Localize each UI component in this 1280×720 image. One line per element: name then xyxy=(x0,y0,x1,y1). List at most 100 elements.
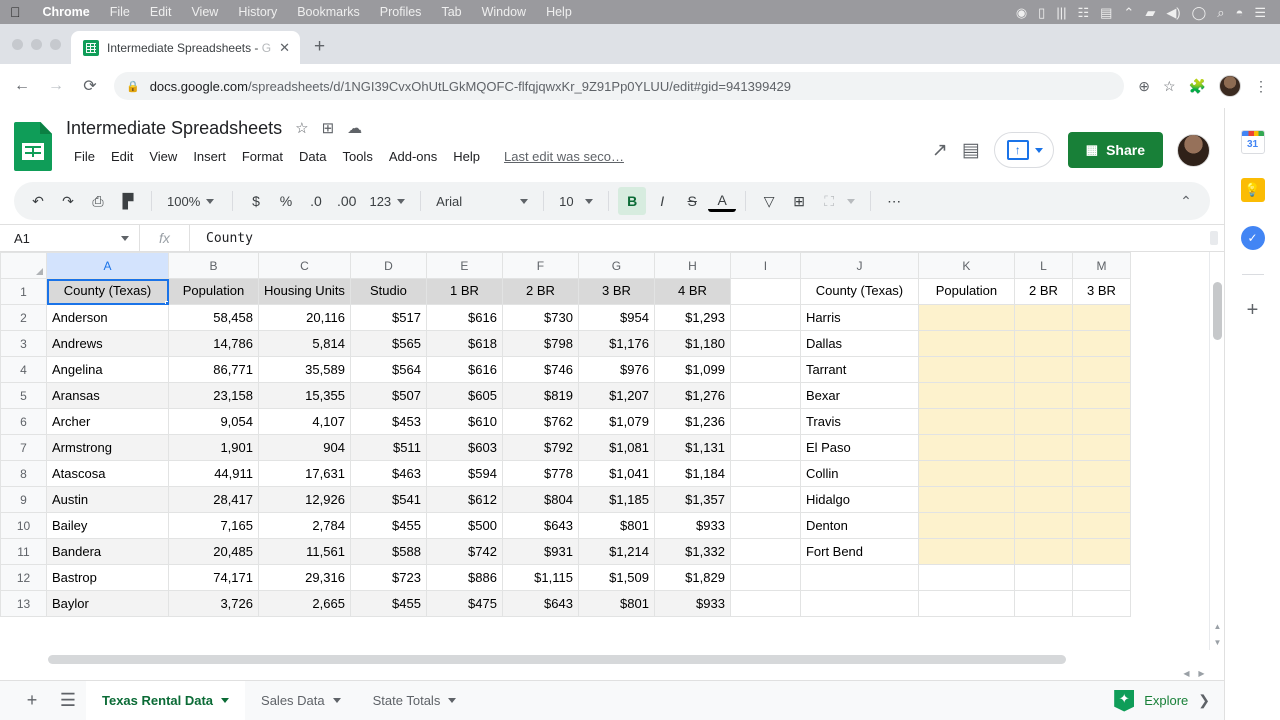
column-header-a[interactable]: A xyxy=(46,252,169,279)
cell-m6[interactable] xyxy=(1071,408,1131,435)
cell-j9[interactable]: Hidalgo xyxy=(799,486,919,513)
new-tab-button[interactable]: + xyxy=(314,36,326,57)
print-icon[interactable]: ⎙ xyxy=(92,192,104,209)
cell-g9[interactable]: $1,185 xyxy=(577,486,655,513)
row-header-5[interactable]: 5 xyxy=(0,382,47,409)
cell-a5[interactable]: Aransas xyxy=(46,382,169,409)
cell-i1[interactable] xyxy=(729,278,801,305)
cell-a11[interactable]: Bandera xyxy=(46,538,169,565)
cell-h5[interactable]: $1,276 xyxy=(653,382,731,409)
display-icon[interactable]: ▤ xyxy=(1100,4,1113,20)
cell-i12[interactable] xyxy=(729,564,801,591)
cell-b10[interactable]: 7,165 xyxy=(168,512,259,539)
scroll-up-icon[interactable]: ▲ xyxy=(1213,621,1222,631)
chevron-down-icon[interactable] xyxy=(1034,147,1043,153)
cell-e9[interactable]: $612 xyxy=(425,486,503,513)
cell-h6[interactable]: $1,236 xyxy=(653,408,731,435)
cell-d9[interactable]: $541 xyxy=(349,486,427,513)
cell-j6[interactable]: Travis xyxy=(799,408,919,435)
cell-g4[interactable]: $976 xyxy=(577,356,655,383)
row-header-10[interactable]: 10 xyxy=(0,512,47,539)
cell-e10[interactable]: $500 xyxy=(425,512,503,539)
row-header-4[interactable]: 4 xyxy=(0,356,47,383)
cell-l1[interactable]: 2 BR xyxy=(1013,278,1073,305)
menu-view[interactable]: View xyxy=(180,5,218,19)
search-icon[interactable]: ⌕ xyxy=(1217,4,1225,20)
maximize-window-button[interactable] xyxy=(50,39,61,50)
window-controls[interactable] xyxy=(10,39,71,64)
cell-l10[interactable] xyxy=(1013,512,1073,539)
cell-k9[interactable] xyxy=(917,486,1015,513)
cell-g10[interactable]: $801 xyxy=(577,512,655,539)
cell-e12[interactable]: $886 xyxy=(425,564,503,591)
cell-m13[interactable] xyxy=(1071,590,1131,617)
cell-l6[interactable] xyxy=(1013,408,1073,435)
list-icon[interactable]: ☷ xyxy=(1077,4,1090,20)
cell-j1[interactable]: County (Texas) xyxy=(799,278,919,305)
cell-f5[interactable]: $819 xyxy=(501,382,579,409)
cell-l11[interactable] xyxy=(1013,538,1073,565)
address-bar[interactable]: 🔒 docs.google.com/spreadsheets/d/1NGI39C… xyxy=(114,72,1125,100)
extensions-icon[interactable]: 🧩 xyxy=(1188,77,1206,94)
cell-a12[interactable]: Bastrop xyxy=(46,564,169,591)
cell-f12[interactable]: $1,115 xyxy=(501,564,579,591)
present-button[interactable]: ↑ xyxy=(993,132,1054,168)
cell-d11[interactable]: $588 xyxy=(349,538,427,565)
menu-edit[interactable]: Edit xyxy=(139,5,172,19)
cell-a4[interactable]: Angelina xyxy=(46,356,169,383)
scroll-down-icon[interactable]: ▼ xyxy=(1213,637,1222,647)
cell-c12[interactable]: 29,316 xyxy=(258,564,351,591)
cell-j11[interactable]: Fort Bend xyxy=(799,538,919,565)
selection-handle[interactable] xyxy=(165,301,168,304)
cell-f9[interactable]: $804 xyxy=(501,486,579,513)
chevron-down-icon[interactable] xyxy=(847,198,856,204)
strikethrough-button[interactable]: S xyxy=(687,193,697,209)
cell-j12[interactable] xyxy=(799,564,919,591)
formula-bar-resize-handle[interactable] xyxy=(1210,231,1218,245)
cell-l2[interactable] xyxy=(1013,304,1073,331)
cell-c11[interactable]: 11,561 xyxy=(258,538,351,565)
cell-e7[interactable]: $603 xyxy=(425,434,503,461)
cell-k11[interactable] xyxy=(917,538,1015,565)
cell-g2[interactable]: $954 xyxy=(577,304,655,331)
zoom-level-select[interactable]: 100% xyxy=(161,194,223,209)
cell-m5[interactable] xyxy=(1071,382,1131,409)
cell-f2[interactable]: $730 xyxy=(501,304,579,331)
column-header-e[interactable]: E xyxy=(425,252,503,279)
forward-icon[interactable]: → xyxy=(48,77,64,94)
cell-b2[interactable]: 58,458 xyxy=(168,304,259,331)
sheet-tab-texas-rental-data[interactable]: Texas Rental Data xyxy=(86,680,246,720)
cell-h13[interactable]: $933 xyxy=(653,590,731,617)
cell-k3[interactable] xyxy=(917,330,1015,357)
add-addon-icon[interactable]: + xyxy=(1246,299,1259,321)
cell-f11[interactable]: $931 xyxy=(501,538,579,565)
horizontal-scrollbar[interactable] xyxy=(46,652,1209,666)
cell-b9[interactable]: 28,417 xyxy=(168,486,259,513)
cell-d6[interactable]: $453 xyxy=(349,408,427,435)
cell-j5[interactable]: Bexar xyxy=(799,382,919,409)
cell-h11[interactable]: $1,332 xyxy=(653,538,731,565)
cell-c2[interactable]: 20,116 xyxy=(258,304,351,331)
cell-b5[interactable]: 23,158 xyxy=(168,382,259,409)
menu-help[interactable]: Help xyxy=(453,149,480,164)
cell-a8[interactable]: Atascosa xyxy=(46,460,169,487)
cell-l3[interactable] xyxy=(1013,330,1073,357)
equalizer-icon[interactable]: ||| xyxy=(1056,4,1067,20)
last-edit-status[interactable]: Last edit was seco… xyxy=(504,149,624,164)
cell-e1[interactable]: 1 BR xyxy=(425,278,503,305)
explore-button[interactable]: Explore ❯ xyxy=(1114,689,1224,712)
bookmark-star-icon[interactable]: ☆ xyxy=(1163,77,1176,94)
cell-j13[interactable] xyxy=(799,590,919,617)
cell-c13[interactable]: 2,665 xyxy=(258,590,351,617)
cell-f8[interactable]: $778 xyxy=(501,460,579,487)
menu-history[interactable]: History xyxy=(227,5,277,19)
chrome-menu-icon[interactable]: ⋮ xyxy=(1254,77,1268,94)
row-header-6[interactable]: 6 xyxy=(0,408,47,435)
cell-l4[interactable] xyxy=(1013,356,1073,383)
cell-d4[interactable]: $564 xyxy=(349,356,427,383)
cell-f13[interactable]: $643 xyxy=(501,590,579,617)
formula-input[interactable]: County xyxy=(206,230,253,246)
profile-avatar[interactable] xyxy=(1219,75,1241,97)
cell-i7[interactable] xyxy=(729,434,801,461)
zoom-icon[interactable]: ⊕ xyxy=(1138,77,1150,94)
